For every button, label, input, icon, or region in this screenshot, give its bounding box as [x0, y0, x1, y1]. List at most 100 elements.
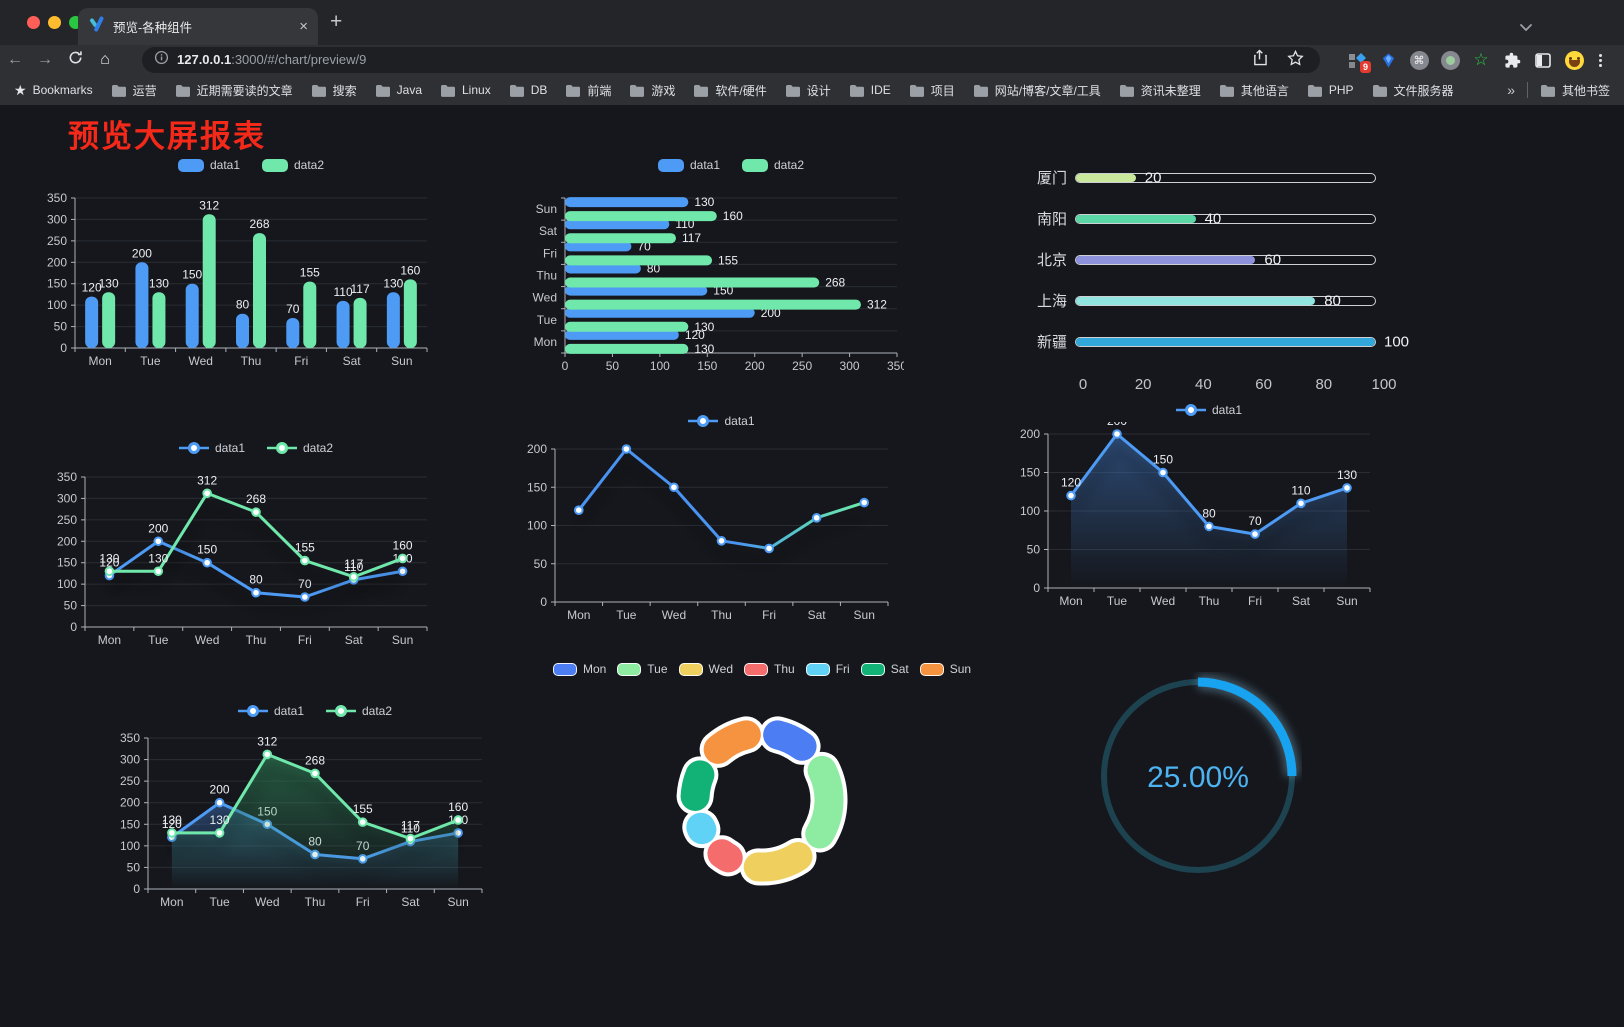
gradient-line-chart[interactable]: data1 0 50 100 150 200 Mon Tue Wed Thu Fri Sat Sun — [498, 413, 904, 638]
gauge-canvas[interactable]: 25.00% — [1094, 672, 1302, 880]
bookmark-folder[interactable]: 游戏 — [629, 82, 675, 99]
bookmarks-label[interactable]: ★ Bookmarks — [14, 81, 93, 98]
url-path: :3000/#/chart/preview/9 — [231, 52, 367, 67]
line-chart-canvas[interactable]: 0 50 100 150 200 250 300 350 Mon Tue Wed Thu Fri Sat S… — [30, 460, 440, 656]
legend-item-Sun[interactable]: Sun — [919, 662, 971, 676]
area-line-canvas[interactable]: 0 50 100 150 200 Mon Tue Wed Thu Fri Sat Sun 120 200 1… — [985, 414, 1385, 622]
bookmark-folder[interactable]: Java — [375, 82, 422, 99]
percent-gauge-chart[interactable]: 25.00% — [1094, 672, 1302, 885]
reload-icon[interactable] — [60, 50, 90, 70]
bar-chart-legend[interactable]: data1 data2 — [30, 157, 440, 173]
svg-text:Thu: Thu — [246, 633, 267, 647]
line-chart-legend[interactable]: data1 data2 — [30, 440, 440, 456]
site-info-icon[interactable] — [154, 50, 169, 70]
forward-icon[interactable]: → — [37, 51, 53, 68]
bookmark-folder[interactable]: DB — [509, 82, 547, 99]
grouped-bar-chart[interactable]: data1 data2 0 50 100 150 200 250 300 350 Mon Tue We… — [30, 157, 440, 397]
chrome-menu-icon[interactable] — [1595, 53, 1606, 67]
legend-item-data1[interactable]: data1 — [177, 158, 240, 172]
close-window-button[interactable] — [27, 16, 40, 29]
two-series-area-chart[interactable]: data1 data2 0 50 100 150 200 250 300 350 Mon Tue We… — [95, 703, 505, 924]
new-tab-button[interactable]: + — [330, 10, 343, 33]
legend-item-Fri[interactable]: Fri — [805, 662, 850, 676]
bookmark-folder[interactable]: 资讯未整理 — [1119, 82, 1201, 99]
legend-item-data1[interactable]: data1 — [1175, 403, 1242, 417]
bookmark-folder[interactable]: 搜索 — [311, 82, 357, 99]
svg-text:130: 130 — [148, 551, 168, 565]
legend-item-data2[interactable]: data2 — [262, 158, 324, 172]
area-chart-legend[interactable]: data1 data2 — [95, 703, 505, 719]
svg-text:150: 150 — [1020, 466, 1040, 480]
horizontal-bar-chart[interactable]: data1 data2 0 50 100 150 200 250 300 350 Mon 120 13… — [498, 157, 908, 397]
bookmark-folder[interactable]: IDE — [849, 82, 891, 99]
legend-item-Wed[interactable]: Wed — [678, 662, 733, 676]
donut-legend[interactable]: Mon Tue Wed Thu Fri Sat Sun — [552, 661, 971, 677]
bookmark-folder[interactable]: 运营 — [111, 82, 157, 99]
bookmark-folder[interactable]: 其他语言 — [1219, 82, 1289, 99]
legend-item-Mon[interactable]: Mon — [552, 662, 606, 676]
svg-text:50: 50 — [54, 320, 68, 334]
legend-item-data1[interactable]: data1 — [688, 414, 755, 428]
city-progress-chart[interactable]: 厦门 20 南阳 40 北京 60 上海 80 新疆 100 0 20 40 60 80 100 — [988, 157, 1409, 398]
bookmark-folder[interactable]: 前端 — [565, 82, 611, 99]
legend-item-data2[interactable]: data2 — [742, 158, 804, 172]
gem-extension-icon[interactable] — [1378, 50, 1398, 70]
home-icon[interactable]: ⌂ — [100, 51, 110, 68]
bookmark-folder[interactable]: 文件服务器 — [1372, 82, 1454, 99]
bookmark-folder[interactable]: 近期需要读的文章 — [175, 82, 293, 99]
hbar-chart-legend[interactable]: data1 data2 — [498, 157, 904, 173]
donut-canvas[interactable] — [556, 681, 968, 941]
svg-text:300: 300 — [840, 359, 860, 373]
recorder-extension-icon[interactable] — [1440, 50, 1460, 70]
svg-text:150: 150 — [197, 543, 217, 557]
svg-text:50: 50 — [534, 557, 548, 571]
green-star-extension-icon[interactable]: ☆ — [1473, 50, 1489, 69]
progress-row-新疆: 新疆 100 — [988, 321, 1409, 362]
minimize-window-button[interactable] — [48, 16, 61, 29]
svg-text:130: 130 — [1337, 468, 1357, 482]
extensions-puzzle-icon[interactable] — [1502, 50, 1522, 70]
tabs-extension-icon[interactable]: 9 — [1347, 50, 1371, 73]
legend-item-data1[interactable]: data1 — [237, 704, 304, 718]
address-bar[interactable]: 127.0.0.1:3000/#/chart/preview/9 — [142, 47, 1320, 73]
tab-search-chevron-icon[interactable] — [1520, 18, 1532, 36]
bookmark-folder[interactable]: Linux — [440, 82, 491, 99]
bookmark-folder[interactable]: 设计 — [785, 82, 831, 99]
tab-close-icon[interactable]: × — [299, 18, 308, 35]
gradient-line-legend[interactable]: data1 — [498, 413, 904, 429]
bookmark-folder[interactable]: 项目 — [909, 82, 955, 99]
area-line-chart[interactable]: data1 0 50 100 150 200 Mon Tue Wed Thu Fri Sat Sun 1… — [985, 402, 1385, 627]
legend-item-data2[interactable]: data2 — [326, 704, 392, 718]
two-series-line-chart[interactable]: data1 data2 0 50 100 150 200 250 300 350 Mon Tue We… — [30, 440, 440, 661]
legend-item-data1[interactable]: data1 — [178, 441, 245, 455]
progress-label: 厦门 — [1036, 170, 1067, 187]
other-bookmarks-folder[interactable]: 其他书签 — [1540, 82, 1610, 99]
weekday-donut-chart[interactable]: Mon Tue Wed Thu Fri Sat Sun — [552, 661, 971, 946]
share-icon[interactable] — [1252, 49, 1267, 71]
legend-item-Tue[interactable]: Tue — [617, 662, 668, 676]
gradient-line-canvas[interactable]: 0 50 100 150 200 Mon Tue Wed Thu Fri Sat Sun — [498, 433, 904, 633]
bookmark-folder[interactable]: 软件/硬件 — [693, 82, 767, 99]
legend-item-Thu[interactable]: Thu — [744, 662, 795, 676]
side-panel-icon[interactable] — [1533, 50, 1553, 70]
bar-chart-canvas[interactable]: 0 50 100 150 200 250 300 350 Mon Tue Wed Thu Fri Sat S… — [30, 177, 440, 392]
area-line-legend[interactable]: data1 — [985, 402, 1385, 418]
emoji-extension-icon[interactable] — [1564, 50, 1584, 70]
window-controls[interactable] — [27, 16, 82, 29]
bookmark-folder[interactable]: 网站/博客/文章/工具 — [973, 82, 1101, 99]
area-chart-canvas[interactable]: 0 50 100 150 200 250 300 350 Mon Tue Wed Thu Fri Sat S… — [95, 723, 505, 919]
command-extension-icon[interactable]: ⌘ — [1409, 50, 1429, 70]
bookmark-star-icon[interactable] — [1287, 49, 1304, 71]
bookmark-folder[interactable]: PHP — [1307, 82, 1354, 99]
progress-track: 100 — [1075, 333, 1409, 350]
legend-item-data2[interactable]: data2 — [267, 441, 333, 455]
svg-text:350: 350 — [120, 731, 140, 745]
svg-text:155: 155 — [300, 266, 320, 280]
back-icon[interactable]: ← — [7, 51, 23, 68]
legend-item-Sat[interactable]: Sat — [860, 662, 909, 676]
bookmarks-overflow-chevron[interactable]: » — [1507, 82, 1515, 98]
browser-tab[interactable]: 预览-各种组件 × — [78, 8, 318, 45]
legend-item-data1[interactable]: data1 — [657, 158, 720, 172]
svg-text:0: 0 — [540, 595, 547, 609]
